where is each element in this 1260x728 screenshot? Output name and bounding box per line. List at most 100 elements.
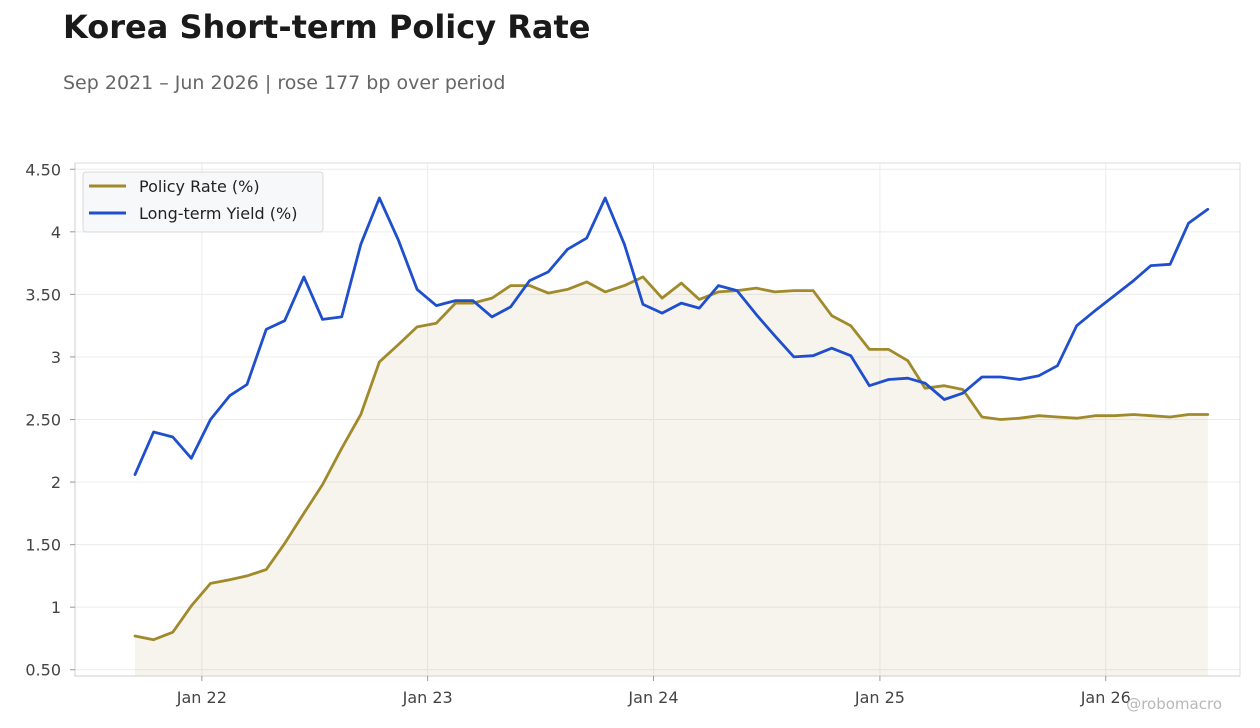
series-0-point <box>321 483 323 485</box>
series-1-point <box>1038 375 1040 377</box>
series-1-point <box>1169 263 1171 265</box>
series-1-point <box>284 320 286 322</box>
series-1-point <box>586 237 588 239</box>
series-1-point <box>981 376 983 378</box>
series-1-point <box>509 306 511 308</box>
series-1-point <box>1132 279 1134 281</box>
series-0-point <box>454 302 456 304</box>
series-0-area <box>135 276 1208 676</box>
series-0-point <box>397 343 399 345</box>
series-0-point <box>303 512 305 514</box>
series-0-point <box>491 297 493 299</box>
series-1-point <box>416 288 418 290</box>
series-1-point <box>850 355 852 357</box>
series-1-point <box>642 303 644 305</box>
series-0-point <box>1094 415 1096 417</box>
series-0-point <box>1187 413 1189 415</box>
series-0-point <box>1076 417 1078 419</box>
series-0-point <box>661 297 663 299</box>
series-1-point <box>547 271 549 273</box>
legend-label: Policy Rate (%) <box>139 177 260 196</box>
series-0-point <box>472 302 474 304</box>
axes: 0.50 1 1.50 2 2.50 3 3.50 4 4.50 Jan 22 Jan 23 Jan … <box>25 160 1241 707</box>
series-1-point <box>360 243 362 245</box>
series-1-point <box>1019 378 1021 380</box>
series-1-point <box>378 197 380 199</box>
series-0-line <box>133 275 1210 642</box>
series-1-point <box>698 307 700 309</box>
series-0-point <box>924 387 926 389</box>
x-tick-label: Jan 24 <box>627 688 678 707</box>
series-1-point <box>529 279 531 281</box>
series-0-point <box>981 416 983 418</box>
series-1-point <box>472 299 474 301</box>
series-0-point <box>284 542 286 544</box>
series-0-point <box>246 575 248 577</box>
series-1-point <box>303 276 305 278</box>
series-0-point <box>341 447 343 449</box>
series-1-point <box>1076 325 1078 327</box>
series-1-point <box>793 356 795 358</box>
series-lines <box>133 196 1210 642</box>
series-0-point <box>642 276 644 278</box>
series-0-point <box>1038 415 1040 417</box>
series-1-point <box>943 398 945 400</box>
y-tick-label: 4.50 <box>25 160 61 179</box>
series-1-point <box>1056 365 1058 367</box>
series-1-point <box>755 313 757 315</box>
series-0-point <box>229 579 231 581</box>
series-0-point <box>547 292 549 294</box>
series-1-point <box>924 382 926 384</box>
y-tick-label: 2 <box>51 473 61 492</box>
series-1-point <box>907 377 909 379</box>
y-tick-label: 4 <box>51 223 61 242</box>
y-tick-label: 2.50 <box>25 411 61 430</box>
series-1-point <box>209 418 211 420</box>
series-1-point <box>604 197 606 199</box>
chart-title: Korea Short-term Policy Rate <box>63 8 591 46</box>
x-tick-label: Jan 26 <box>1080 688 1131 707</box>
series-1-point <box>341 316 343 318</box>
legend-label: Long-term Yield (%) <box>139 204 297 223</box>
series-0-point <box>509 284 511 286</box>
y-tick-label: 1.50 <box>25 536 61 555</box>
series-0-point <box>134 635 136 637</box>
series-1-point <box>321 318 323 320</box>
series-0-point <box>999 418 1001 420</box>
series-1-point <box>172 436 174 438</box>
x-tick-label: Jan 22 <box>176 688 227 707</box>
series-1-point <box>1207 208 1209 210</box>
series-0-point <box>850 325 852 327</box>
series-1-point <box>1187 222 1189 224</box>
series-1-point <box>680 302 682 304</box>
series-0-point <box>172 631 174 633</box>
series-1-point <box>491 316 493 318</box>
series-0-point <box>1207 413 1209 415</box>
y-tick-label: 3 <box>51 348 61 367</box>
series-1-point <box>1113 294 1115 296</box>
series-1-point <box>397 239 399 241</box>
series-1-point <box>661 312 663 314</box>
series-0-point <box>717 291 719 293</box>
series-0-point <box>680 282 682 284</box>
y-tick-label: 0.50 <box>25 661 61 680</box>
series-1-point <box>717 284 719 286</box>
series-0-point <box>831 314 833 316</box>
series-0-point <box>1113 415 1115 417</box>
series-0-point <box>566 288 568 290</box>
series-0-point <box>209 582 211 584</box>
series-0-point <box>586 281 588 283</box>
series-0-point <box>698 298 700 300</box>
series-0-point <box>378 361 380 363</box>
series-0-point <box>755 287 757 289</box>
series-0-point <box>1132 413 1134 415</box>
y-tick-label: 3.50 <box>25 285 61 304</box>
series-1-point <box>246 383 248 385</box>
series-1-point <box>265 328 267 330</box>
series-1-point <box>831 347 833 349</box>
series-0-point <box>887 348 889 350</box>
series-1-point <box>962 392 964 394</box>
series-0-point <box>416 326 418 328</box>
watermark: @robomacro <box>1126 695 1222 713</box>
series-1-point <box>190 457 192 459</box>
